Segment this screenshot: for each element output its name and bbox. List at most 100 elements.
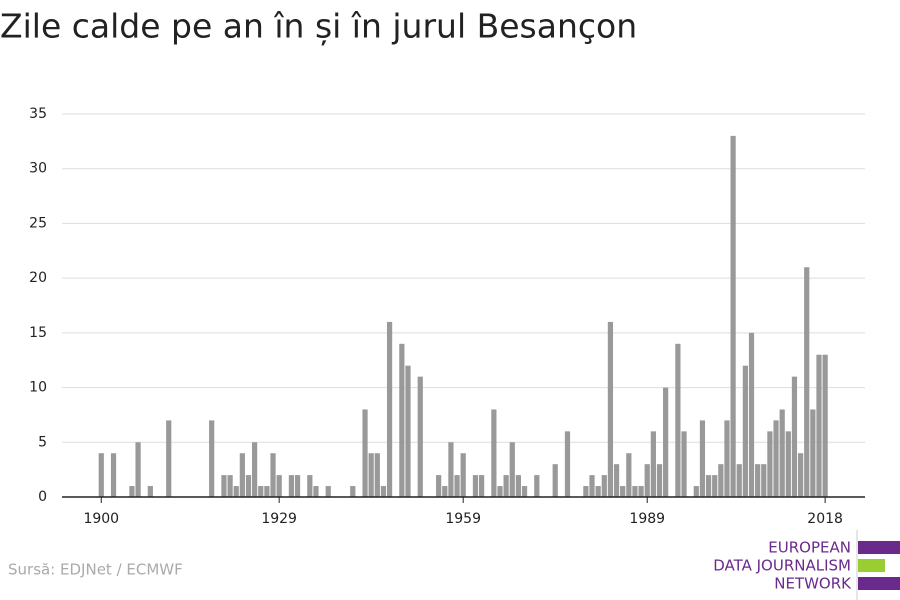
bar bbox=[718, 464, 724, 497]
bar bbox=[521, 486, 528, 497]
y-tick-label: 10 bbox=[29, 380, 47, 396]
bar bbox=[491, 409, 497, 497]
bar bbox=[221, 475, 227, 497]
chart-title: Zile calde pe an în și în jurul Besançon bbox=[0, 7, 637, 46]
bar bbox=[638, 486, 644, 497]
y-tick-label: 15 bbox=[29, 325, 47, 341]
bar bbox=[454, 475, 460, 497]
bar bbox=[294, 475, 301, 497]
bar bbox=[270, 453, 276, 497]
bar bbox=[564, 431, 571, 497]
x-tick-label: 1959 bbox=[445, 511, 481, 527]
bar bbox=[497, 486, 503, 497]
bar bbox=[791, 376, 798, 497]
logo-text: DATA JOURNALISM bbox=[713, 557, 851, 575]
bar bbox=[712, 475, 718, 497]
bar bbox=[417, 376, 423, 497]
bar bbox=[460, 453, 466, 497]
bar bbox=[448, 442, 454, 497]
bar bbox=[785, 431, 791, 497]
bar bbox=[613, 464, 620, 497]
bar bbox=[436, 475, 442, 497]
bar bbox=[583, 486, 589, 497]
bar bbox=[478, 475, 485, 497]
y-tick-label: 20 bbox=[29, 270, 47, 286]
bar bbox=[252, 442, 258, 497]
bar bbox=[233, 486, 239, 497]
bar bbox=[239, 453, 245, 497]
bar bbox=[656, 464, 663, 497]
bar bbox=[442, 486, 448, 497]
bar bbox=[374, 453, 380, 497]
bar bbox=[166, 420, 172, 497]
bar bbox=[632, 486, 638, 497]
bar bbox=[626, 453, 632, 497]
bar bbox=[98, 453, 104, 497]
bar bbox=[288, 475, 295, 497]
bar bbox=[350, 486, 356, 497]
bar bbox=[816, 354, 822, 497]
bar bbox=[472, 475, 479, 497]
bar bbox=[810, 409, 816, 497]
x-tick-label: 1989 bbox=[629, 511, 665, 527]
bar bbox=[258, 486, 264, 497]
source: Sursă: EDJNet / ECMWF bbox=[8, 561, 183, 579]
bar bbox=[822, 354, 828, 497]
y-tick-label: 5 bbox=[38, 434, 47, 450]
bar bbox=[325, 486, 331, 497]
bar bbox=[755, 464, 761, 497]
y-tick-label: 35 bbox=[29, 106, 47, 122]
bar bbox=[534, 475, 540, 497]
bar bbox=[736, 464, 742, 497]
bar bbox=[405, 365, 411, 497]
bar bbox=[399, 343, 405, 497]
x-tick-label: 2018 bbox=[807, 511, 843, 527]
bar bbox=[276, 475, 282, 497]
bar bbox=[129, 486, 135, 497]
bar bbox=[552, 464, 558, 497]
bar bbox=[773, 420, 779, 497]
bar bbox=[779, 409, 785, 497]
bar bbox=[307, 475, 313, 497]
bar bbox=[767, 431, 773, 497]
bar bbox=[797, 453, 804, 497]
bar bbox=[663, 387, 669, 497]
bar bbox=[110, 453, 117, 497]
bar bbox=[227, 475, 233, 497]
bar bbox=[699, 420, 706, 497]
bar bbox=[693, 486, 699, 497]
bar bbox=[650, 431, 656, 497]
bar bbox=[675, 343, 681, 497]
bar bbox=[595, 486, 601, 497]
bar bbox=[601, 475, 607, 497]
logo-text: EUROPEAN bbox=[768, 539, 851, 557]
bar bbox=[681, 431, 687, 497]
bar bbox=[362, 409, 368, 497]
bar bbox=[804, 267, 810, 497]
x-tick-label: 1929 bbox=[261, 511, 297, 527]
y-tick-label: 25 bbox=[29, 215, 47, 231]
bar bbox=[761, 464, 767, 497]
bar bbox=[386, 321, 393, 497]
bar bbox=[313, 486, 319, 497]
logo-bar bbox=[858, 577, 900, 590]
bar bbox=[503, 475, 509, 497]
bar bbox=[135, 442, 141, 497]
bar bbox=[509, 442, 515, 497]
bar bbox=[368, 453, 374, 497]
bar bbox=[620, 486, 626, 497]
bar bbox=[147, 486, 153, 497]
x-tick-label: 1900 bbox=[83, 511, 119, 527]
bar bbox=[742, 365, 748, 497]
bar bbox=[644, 464, 650, 497]
bar bbox=[607, 321, 614, 497]
y-tick-label: 30 bbox=[29, 161, 47, 177]
bar bbox=[380, 486, 387, 497]
bar bbox=[209, 420, 215, 497]
logo-text: NETWORK bbox=[774, 575, 852, 593]
bar bbox=[724, 420, 730, 497]
bar bbox=[730, 135, 736, 497]
y-tick-label: 0 bbox=[38, 489, 47, 505]
bar bbox=[589, 475, 595, 497]
